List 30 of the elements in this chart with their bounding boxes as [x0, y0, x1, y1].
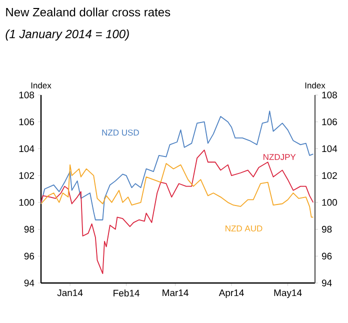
y2-tick-label: 100 [322, 199, 338, 206]
y-tick-label: 100 [19, 199, 34, 206]
text: NZD AUD [226, 226, 262, 232]
y2-tick-label: 104 [322, 145, 338, 152]
line-series [40, 110, 314, 220]
x-tick-label: Jan14 [57, 290, 83, 296]
y2-tick-label: 96 [322, 252, 332, 260]
y2-tick-label: 108 [322, 92, 337, 98]
y2-tick-label: 102 [322, 172, 337, 179]
y2-axis-title: Index [305, 82, 326, 88]
y2-tick-label: 94 [322, 280, 332, 286]
y-tick-label: 96 [24, 252, 34, 260]
x-tick-label: Mar14 [162, 290, 188, 296]
y-tick-label: 98 [24, 226, 34, 233]
y2-tick-label: 98 [322, 226, 332, 233]
text: NZD USD [102, 130, 139, 136]
y-tick-label: 106 [19, 118, 34, 126]
y-tick-label: 102 [19, 172, 34, 179]
y-tick-label: 104 [19, 145, 34, 152]
x-tick-label: May14 [274, 290, 302, 298]
x-tick-label: Feb14 [114, 290, 140, 296]
series-label: NZDJPY [264, 154, 296, 160]
y-axis-title: Index [31, 82, 52, 88]
y2-tick-label: 106 [322, 118, 337, 126]
x-tick-label: Apr14 [218, 290, 244, 298]
y-tick-label: 94 [24, 280, 34, 286]
line-series [40, 150, 314, 274]
y-tick-label: 108 [19, 92, 34, 98]
chart-subtitle: (1 January 2014 = 100) [6, 29, 129, 41]
chart-title: New Zealand dollar cross rates [6, 8, 170, 16]
